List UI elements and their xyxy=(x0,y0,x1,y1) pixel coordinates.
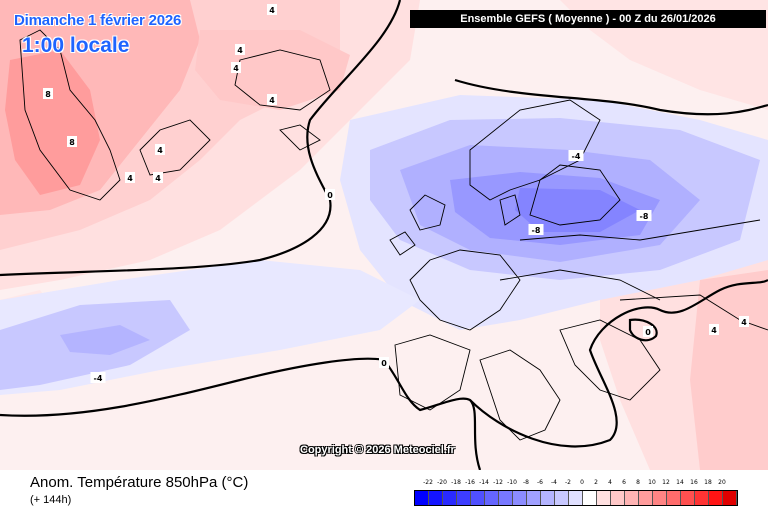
contour-label: 0 xyxy=(379,357,389,368)
scale-swatch xyxy=(527,491,541,505)
scale-swatch xyxy=(457,491,471,505)
contour-label-text: 0 xyxy=(645,328,651,337)
valid-time: 1:00 locale xyxy=(22,34,130,57)
contour-label: 8 xyxy=(43,88,53,99)
contour-label: -8 xyxy=(528,224,544,235)
copyright-notice: Copyright © 2026 Meteociel.fr xyxy=(300,444,455,456)
scale-label: 16 xyxy=(690,479,698,486)
scale-label: -18 xyxy=(451,479,461,486)
contour-label: 0 xyxy=(325,189,335,200)
contour-label: 4 xyxy=(125,172,135,183)
scale-swatch xyxy=(709,491,723,505)
scale-label: -14 xyxy=(479,479,489,486)
scale-label: -2 xyxy=(565,479,571,486)
scale-swatch xyxy=(499,491,513,505)
contour-label-text: 8 xyxy=(69,138,75,147)
contour-label: 8 xyxy=(67,136,77,147)
model-run-banner: Ensemble GEFS ( Moyenne ) - 00 Z du 26/0… xyxy=(410,10,766,28)
scale-swatch xyxy=(555,491,569,505)
contour-label-text: 4 xyxy=(711,326,717,335)
contour-label-text: 8 xyxy=(45,90,51,99)
scale-swatch xyxy=(429,491,443,505)
scale-label: -8 xyxy=(523,479,529,486)
contour-label-text: -8 xyxy=(532,226,541,235)
contour-label: 4 xyxy=(235,44,245,55)
scale-label: -16 xyxy=(465,479,475,486)
contour-label-text: 4 xyxy=(741,318,747,327)
scale-swatch xyxy=(583,491,597,505)
contour-label: 4 xyxy=(267,4,277,15)
coastlines xyxy=(19,29,768,441)
scale-label: 14 xyxy=(676,479,684,486)
contour-label-text: 4 xyxy=(233,64,239,73)
scale-swatch xyxy=(471,491,485,505)
scale-label: 10 xyxy=(648,479,656,486)
scale-label: 2 xyxy=(594,479,598,486)
scale-swatch xyxy=(653,491,667,505)
contour-label: -4 xyxy=(568,150,584,161)
color-scale xyxy=(414,490,738,506)
footer: Anom. Température 850hPa (°C) (+ 144h) -… xyxy=(0,470,768,512)
contour-label: -4 xyxy=(90,372,106,383)
contour-label-text: 4 xyxy=(237,46,243,55)
anomaly-map: 0 0 0 4 4 4 4 4 4 4 8 8 -4 -8 -8 -4 4 4 xyxy=(0,0,768,470)
contour-label: 4 xyxy=(231,62,241,73)
scale-label: -12 xyxy=(493,479,503,486)
contour-label: 0 xyxy=(643,326,653,337)
scale-swatch xyxy=(443,491,457,505)
contour-label-text: 4 xyxy=(155,174,161,183)
scale-label: -4 xyxy=(551,479,557,486)
scale-swatch xyxy=(639,491,653,505)
scale-label: -10 xyxy=(507,479,517,486)
scale-swatch xyxy=(625,491,639,505)
scale-label: 4 xyxy=(608,479,612,486)
contour-label: 4 xyxy=(267,94,277,105)
contour-label-text: 0 xyxy=(327,191,333,200)
scale-label: 20 xyxy=(718,479,726,486)
contour-label-text: 4 xyxy=(127,174,133,183)
scale-swatch xyxy=(415,491,429,505)
contour-label-text: 0 xyxy=(381,359,387,368)
scale-swatch xyxy=(541,491,555,505)
contour-label-text: -4 xyxy=(572,152,581,161)
scale-swatch xyxy=(611,491,625,505)
scale-label: 0 xyxy=(580,479,584,486)
scale-label: -6 xyxy=(537,479,543,486)
parameter-title: Anom. Température 850hPa (°C) xyxy=(30,474,249,491)
lead-time: (+ 144h) xyxy=(30,494,72,506)
scale-swatch xyxy=(695,491,709,505)
contour-label-text: -4 xyxy=(94,374,103,383)
contour-label-text: 4 xyxy=(157,146,163,155)
contour-label: 4 xyxy=(709,324,719,335)
contour-label-text: 4 xyxy=(269,6,275,15)
contour-label: 4 xyxy=(153,172,163,183)
color-scale-labels: -22 -20 -18 -16 -14 -12 -10 -8 -6 -4 -2 0 2 4 6 8 10 12 14… xyxy=(414,479,750,489)
scale-label: 12 xyxy=(662,479,670,486)
scale-swatch xyxy=(485,491,499,505)
scale-swatch xyxy=(681,491,695,505)
scale-label: -20 xyxy=(437,479,447,486)
contour-label-text: 4 xyxy=(269,96,275,105)
scale-label: 18 xyxy=(704,479,712,486)
cold-anomaly-fields xyxy=(0,95,768,395)
contour-label: -8 xyxy=(636,210,652,221)
contour-label: 4 xyxy=(155,144,165,155)
scale-swatch xyxy=(569,491,583,505)
scale-label: -22 xyxy=(423,479,433,486)
valid-date: Dimanche 1 février 2026 xyxy=(14,12,182,29)
contour-labels: 0 0 0 4 4 4 4 4 4 4 8 8 -4 -8 -8 -4 4 4 xyxy=(43,4,749,383)
scale-swatch xyxy=(513,491,527,505)
scale-swatch xyxy=(597,491,611,505)
scale-swatch xyxy=(667,491,681,505)
scale-label: 6 xyxy=(622,479,626,486)
scale-label: 8 xyxy=(636,479,640,486)
contour-label: 4 xyxy=(739,316,749,327)
contour-label-text: -8 xyxy=(640,212,649,221)
scale-swatch xyxy=(723,491,737,505)
